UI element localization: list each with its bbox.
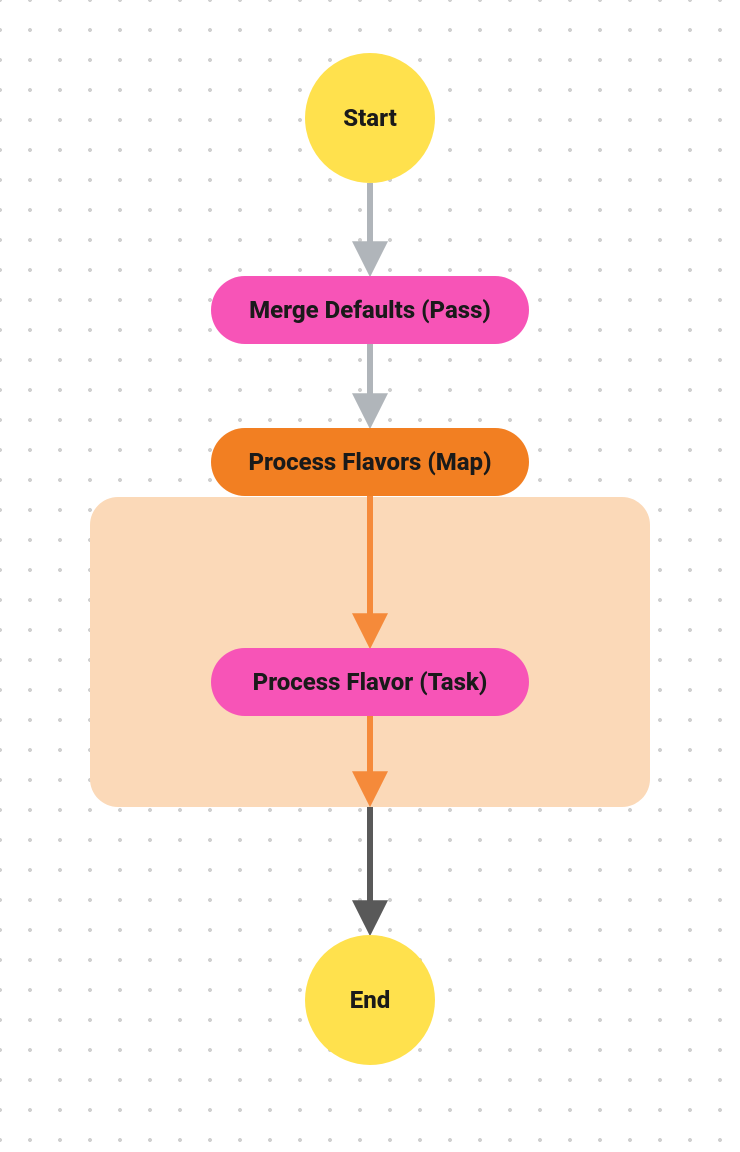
end-label: End (350, 986, 390, 1014)
start-node: Start (305, 53, 435, 183)
merge-defaults-label: Merge Defaults (Pass) (249, 296, 491, 324)
process-flavors-label: Process Flavors (Map) (248, 448, 491, 476)
start-label: Start (343, 104, 397, 132)
process-flavor-node: Process Flavor (Task) (211, 648, 529, 716)
process-flavors-node: Process Flavors (Map) (211, 428, 529, 496)
merge-defaults-node: Merge Defaults (Pass) (211, 276, 529, 344)
end-node: End (305, 935, 435, 1065)
process-flavor-label: Process Flavor (Task) (253, 668, 488, 696)
